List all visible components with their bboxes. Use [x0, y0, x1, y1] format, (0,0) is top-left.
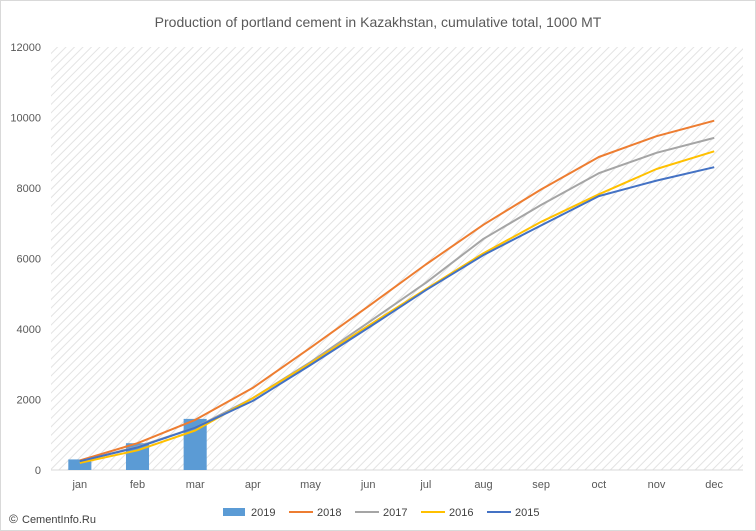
- series-line-2016: [79, 150, 715, 464]
- x-tick-label: mar: [186, 479, 205, 491]
- legend-label: 2018: [317, 507, 341, 519]
- y-tick-label: 4000: [17, 324, 41, 336]
- legend-item-2017: 2017: [355, 507, 407, 519]
- y-tick-label: 10000: [10, 113, 41, 125]
- x-tick-label: dec: [705, 479, 723, 491]
- y-axis: 0 2000 4000 6000 8000 10000 12000: [10, 42, 41, 477]
- legend-label: 2019: [251, 507, 275, 519]
- watermark: © CementInfo.Ru: [9, 512, 96, 526]
- x-tick-label: oct: [591, 479, 606, 491]
- series-line-2015: [79, 166, 715, 463]
- bar-feb: [125, 443, 150, 470]
- y-tick-label: 6000: [17, 254, 41, 266]
- legend-item-2015: 2015: [487, 507, 539, 519]
- x-tick-label: sep: [532, 479, 550, 491]
- x-tick-label: apr: [245, 479, 261, 491]
- x-tick-label: nov: [648, 479, 666, 491]
- x-tick-label: may: [300, 479, 321, 491]
- y-tick-label: 0: [35, 465, 41, 477]
- legend-label: 2017: [383, 507, 407, 519]
- legend: 2019 2018 2017 2016 2015: [223, 507, 539, 519]
- legend-label: 2016: [449, 507, 473, 519]
- legend-item-2018: 2018: [289, 507, 341, 519]
- y-tick-label: 8000: [17, 183, 41, 195]
- legend-item-2016: 2016: [421, 507, 473, 519]
- copyright-icon: ©: [9, 512, 18, 526]
- x-tick-label: feb: [130, 479, 145, 491]
- y-tick-label: 12000: [10, 42, 41, 54]
- legend-label: 2015: [515, 507, 539, 519]
- legend-item-2019: 2019: [223, 507, 275, 519]
- line-series: [79, 119, 715, 464]
- series-line-2018: [79, 119, 715, 462]
- y-tick-label: 2000: [17, 395, 41, 407]
- bar-jan: [68, 459, 92, 470]
- plot-area: [51, 47, 743, 470]
- x-tick-label: jan: [71, 479, 87, 491]
- x-tick-label: jul: [419, 479, 431, 491]
- watermark-text: CementInfo.Ru: [22, 514, 96, 526]
- x-tick-label: aug: [474, 479, 492, 491]
- chart-title: Production of portland cement in Kazakhs…: [155, 14, 602, 30]
- x-tick-label: jun: [360, 479, 376, 491]
- x-axis: jan feb mar apr may jun jul aug sep oct nov dec: [51, 469, 743, 491]
- legend-swatch: [223, 508, 245, 516]
